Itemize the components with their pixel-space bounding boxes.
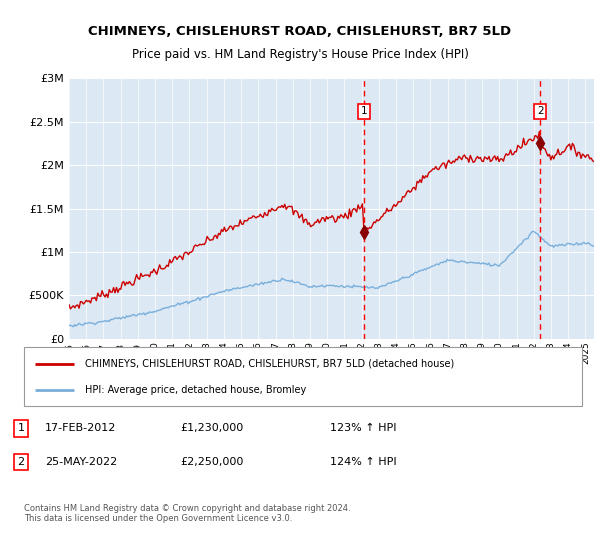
Text: HPI: Average price, detached house, Bromley: HPI: Average price, detached house, Brom… xyxy=(85,385,307,395)
Text: CHIMNEYS, CHISLEHURST ROAD, CHISLEHURST, BR7 5LD: CHIMNEYS, CHISLEHURST ROAD, CHISLEHURST,… xyxy=(88,25,512,38)
Text: CHIMNEYS, CHISLEHURST ROAD, CHISLEHURST, BR7 5LD (detached house): CHIMNEYS, CHISLEHURST ROAD, CHISLEHURST,… xyxy=(85,358,455,368)
Text: £1,230,000: £1,230,000 xyxy=(180,423,243,433)
FancyBboxPatch shape xyxy=(24,347,582,406)
Text: Price paid vs. HM Land Registry's House Price Index (HPI): Price paid vs. HM Land Registry's House … xyxy=(131,48,469,60)
Text: 2: 2 xyxy=(17,457,25,467)
Text: 17-FEB-2012: 17-FEB-2012 xyxy=(45,423,116,433)
Text: 25-MAY-2022: 25-MAY-2022 xyxy=(45,457,117,467)
Text: £2,250,000: £2,250,000 xyxy=(180,457,244,467)
Text: 123% ↑ HPI: 123% ↑ HPI xyxy=(330,423,397,433)
Text: 124% ↑ HPI: 124% ↑ HPI xyxy=(330,457,397,467)
Text: 1: 1 xyxy=(361,106,367,116)
Text: 2: 2 xyxy=(537,106,544,116)
Text: Contains HM Land Registry data © Crown copyright and database right 2024.
This d: Contains HM Land Registry data © Crown c… xyxy=(24,504,350,524)
Text: 1: 1 xyxy=(17,423,25,433)
